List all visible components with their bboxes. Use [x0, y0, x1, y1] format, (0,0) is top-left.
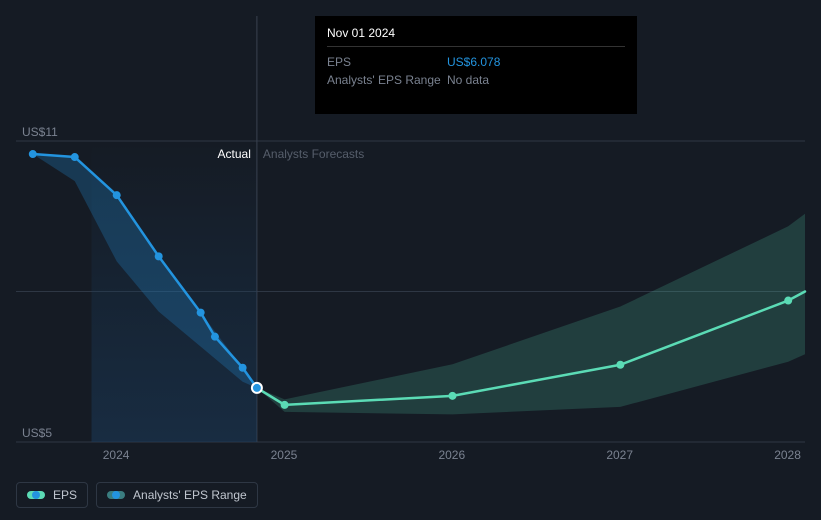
x-axis-label: 2027: [606, 448, 633, 462]
tooltip-row-eps: EPS US$6.078: [327, 53, 625, 71]
x-axis-label: 2024: [103, 448, 130, 462]
tooltip-range-label: Analysts' EPS Range: [327, 71, 447, 89]
tooltip: Nov 01 2024 EPS US$6.078 Analysts' EPS R…: [315, 16, 637, 114]
x-axis-label: 2026: [438, 448, 465, 462]
chart-container: US$11 US$5 2024 2025 2026 2027 2028 Actual A…: [0, 0, 821, 520]
tooltip-range-value: No data: [447, 71, 489, 89]
legend-item-range[interactable]: Analysts' EPS Range: [96, 482, 258, 508]
y-axis-label: US$5: [22, 426, 52, 440]
legend-swatch: [27, 491, 45, 499]
legend-label: EPS: [53, 488, 77, 502]
tooltip-eps-value: US$6.078: [447, 53, 500, 71]
y-axis-label: US$11: [22, 125, 58, 139]
legend-swatch: [107, 491, 125, 499]
x-axis-label: 2025: [271, 448, 298, 462]
region-label-actual: Actual: [218, 147, 251, 161]
tooltip-row-range: Analysts' EPS Range No data: [327, 71, 625, 89]
legend: EPS Analysts' EPS Range: [16, 482, 258, 508]
legend-item-eps[interactable]: EPS: [16, 482, 88, 508]
region-label-forecast: Analysts Forecasts: [263, 147, 364, 161]
tooltip-date: Nov 01 2024: [327, 26, 625, 40]
x-axis-label: 2028: [774, 448, 801, 462]
tooltip-eps-label: EPS: [327, 53, 447, 71]
legend-label: Analysts' EPS Range: [133, 488, 247, 502]
tooltip-divider: [327, 46, 625, 47]
